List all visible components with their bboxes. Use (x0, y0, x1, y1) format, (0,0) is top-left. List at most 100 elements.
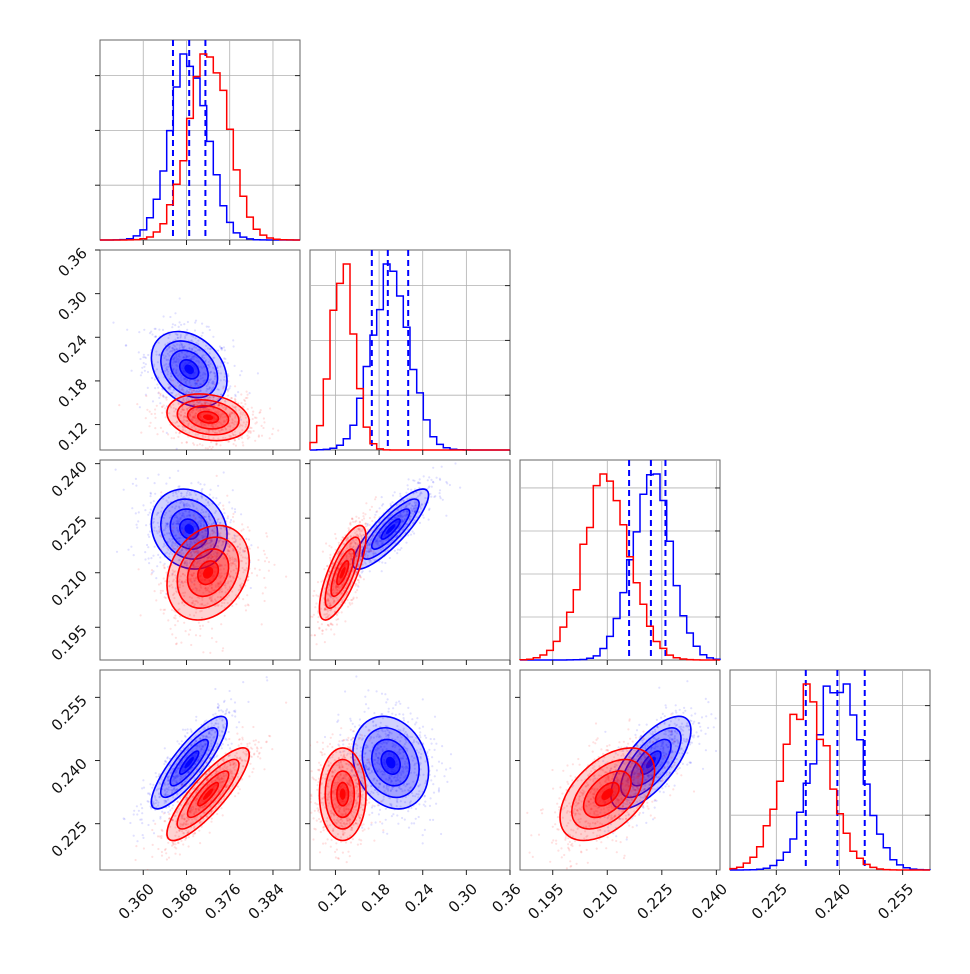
scatter-point (160, 491, 162, 493)
scatter-point (130, 546, 132, 548)
scatter-point (269, 437, 271, 439)
scatter-point (150, 331, 152, 333)
scatter-point (318, 628, 320, 630)
scatter-point (245, 538, 247, 540)
scatter-point (154, 427, 156, 429)
scatter-point (154, 387, 156, 389)
scatter-point (233, 345, 235, 347)
scatter-point (154, 328, 156, 330)
scatter-point (202, 519, 204, 521)
scatter-point (118, 404, 120, 406)
scatter-point (203, 484, 205, 486)
scatter-point (141, 787, 143, 789)
scatter-point (160, 590, 162, 592)
scatter-point (408, 478, 410, 480)
scatter-point (324, 641, 326, 643)
scatter-point (170, 628, 172, 630)
scatter-point (439, 492, 441, 494)
scatter-point (148, 536, 150, 538)
scatter-point (277, 429, 279, 431)
scatter-point (247, 408, 249, 410)
scatter-point (442, 499, 444, 501)
scatter-point (209, 494, 211, 496)
scatter-point (150, 573, 152, 575)
scatter-point (369, 530, 371, 532)
scatter-point (154, 413, 156, 415)
scatter-point (413, 480, 415, 482)
scatter-point (227, 395, 229, 397)
scatter-point (428, 519, 430, 521)
scatter-point (215, 641, 217, 643)
scatter-point (152, 784, 154, 786)
scatter-point (459, 487, 461, 489)
scatter-point (221, 349, 223, 351)
scatter-point (330, 628, 332, 630)
scatter-point (181, 740, 183, 742)
scatter-point (172, 323, 174, 325)
scatter-point (234, 511, 236, 513)
scatter-point (172, 527, 174, 529)
scatter-point (177, 451, 179, 453)
scatter-point (185, 736, 187, 738)
scatter-point (207, 447, 209, 449)
scatter-point (223, 346, 225, 348)
scatter-point (163, 315, 165, 317)
scatter-point (222, 743, 224, 745)
scatter-point (231, 743, 233, 745)
scatter-point (264, 587, 266, 589)
scatter-point (145, 417, 147, 419)
scatter-point (162, 430, 164, 432)
scatter-point (325, 628, 327, 630)
scatter-point (362, 512, 364, 514)
scatter-point (142, 356, 144, 358)
scatter-point (212, 497, 214, 499)
scatter-point (174, 312, 176, 314)
scatter-point (211, 628, 213, 630)
scatter-point (361, 519, 363, 521)
scatter-point (313, 614, 315, 616)
scatter-point (311, 616, 313, 618)
scatter-point (199, 443, 201, 445)
scatter-point (214, 688, 216, 690)
scatter-point (241, 523, 243, 525)
scatter-point (374, 498, 376, 500)
scatter-point (126, 329, 128, 331)
scatter-point (222, 650, 224, 652)
scatter-point (166, 399, 168, 401)
scatter-point (195, 320, 197, 322)
scatter-point (242, 681, 244, 683)
scatter-point (365, 550, 367, 552)
scatter-point (172, 545, 174, 547)
scatter-point (365, 525, 367, 527)
scatter-point (174, 624, 176, 626)
scatter-point (142, 504, 144, 506)
scatter-point (249, 427, 251, 429)
scatter-point (224, 737, 226, 739)
scatter-point (234, 508, 236, 510)
scatter-point (249, 392, 251, 394)
scatter-point (223, 471, 225, 473)
scatter-point (221, 517, 223, 519)
scatter-point (145, 524, 147, 526)
scatter-point (224, 349, 226, 351)
scatter-point (150, 422, 152, 424)
scatter-point (222, 387, 224, 389)
scatter-point (313, 590, 315, 592)
scatter-point (182, 533, 184, 535)
scatter-point (154, 546, 156, 548)
scatter-point (227, 517, 229, 519)
scatter-point (363, 578, 365, 580)
scatter-point (159, 527, 161, 529)
scatter-point (154, 482, 156, 484)
scatter-point (162, 329, 164, 331)
scatter-point (139, 358, 141, 360)
scatter-point (147, 354, 149, 356)
scatter-point (235, 445, 237, 447)
scatter-point (181, 389, 183, 391)
scatter-point (179, 297, 181, 299)
scatter-point (399, 493, 401, 495)
scatter-point (240, 530, 242, 532)
scatter-point (374, 535, 376, 537)
scatter-point (314, 606, 316, 608)
scatter-point (179, 533, 181, 535)
